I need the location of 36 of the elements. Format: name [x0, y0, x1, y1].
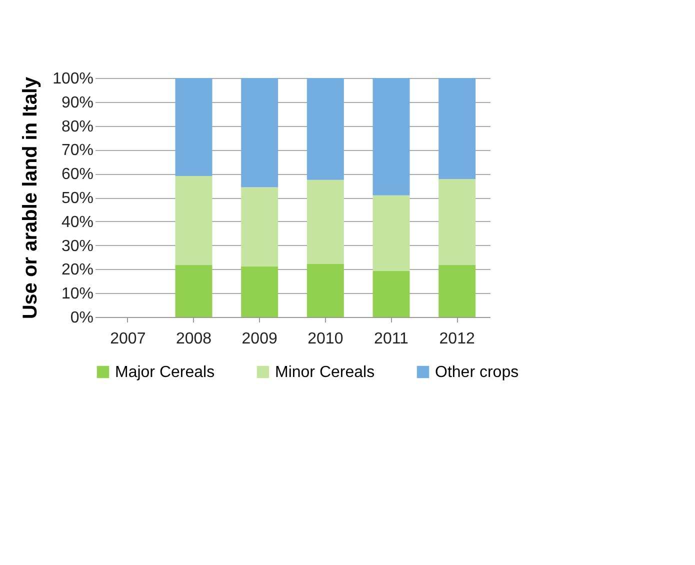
bar	[372, 270, 410, 317]
x-tick-label: 2009	[242, 330, 278, 348]
y-tick-label: 10%	[61, 286, 94, 303]
bar	[241, 187, 278, 266]
y-tick-label: 0%	[70, 310, 94, 326]
bar	[438, 264, 476, 317]
y-tick-label: 100%	[52, 70, 94, 88]
x-tick-label: 2008	[176, 330, 212, 348]
bar	[241, 78, 278, 188]
bar	[175, 264, 212, 317]
bar	[241, 266, 278, 317]
y-tick-label: 80%	[61, 118, 94, 136]
legend-label: Minor Cereals	[275, 364, 375, 381]
bar	[306, 264, 344, 317]
y-tick-label: 60%	[61, 166, 94, 184]
bar	[372, 195, 410, 271]
bar	[372, 78, 410, 196]
y-tick-label: 50%	[61, 190, 94, 207]
legend-label: Other crops	[435, 364, 519, 381]
bar	[175, 176, 212, 265]
y-tick-label: 20%	[61, 262, 94, 279]
bar	[306, 180, 344, 264]
x-tick-label: 2007	[110, 330, 146, 348]
x-tick-label: 2012	[439, 330, 475, 348]
y-tick-label: 70%	[61, 142, 94, 160]
bar	[175, 78, 212, 176]
x-tick-label: 2010	[308, 330, 344, 348]
y-axis-title: Use or arable land in Italy	[20, 76, 42, 320]
y-tick-label: 40%	[61, 214, 94, 231]
legend-label: Major Cereals	[115, 364, 215, 381]
x-tick-label: 2011	[374, 330, 409, 348]
y-tick-label: 30%	[61, 238, 94, 255]
bar	[438, 78, 476, 180]
bar	[306, 78, 344, 180]
y-tick-label: 90%	[61, 94, 94, 112]
bar	[438, 179, 476, 265]
